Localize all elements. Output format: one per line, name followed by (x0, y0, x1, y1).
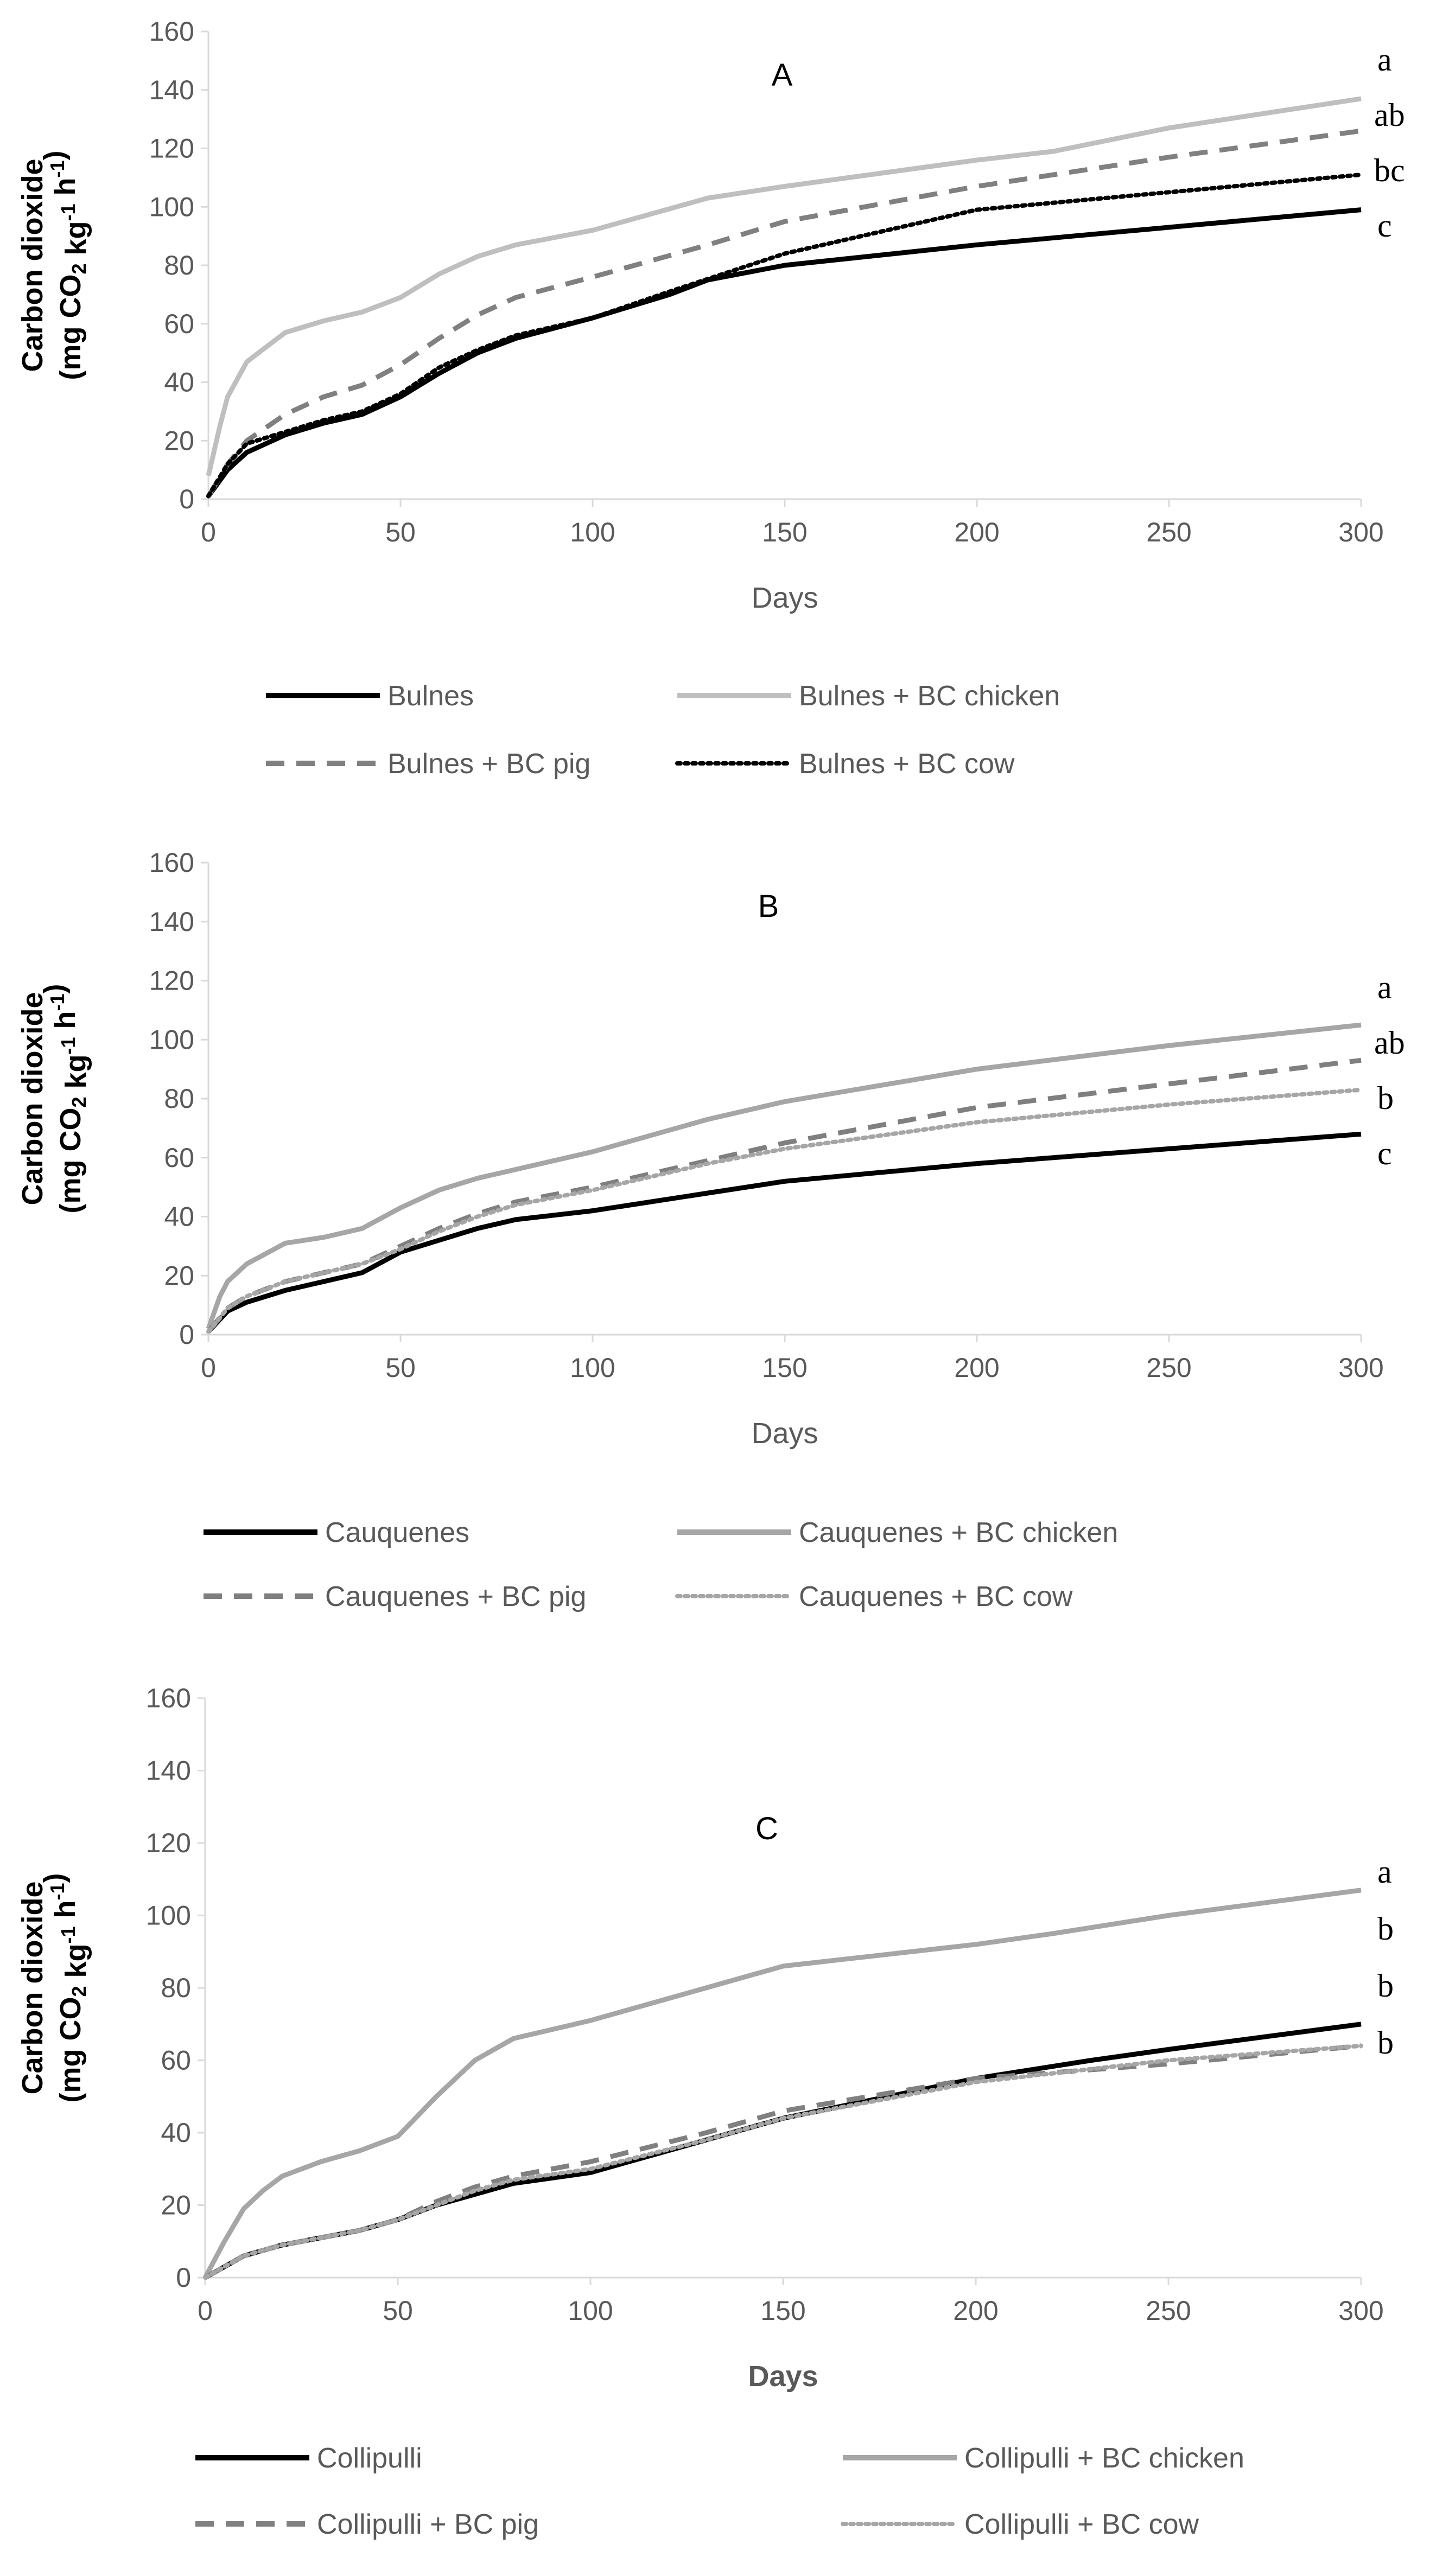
y-tick-label: 100 (146, 1901, 191, 1931)
significance-label: a (1377, 42, 1392, 78)
y-axis-label-line1: Carbon dioxide (16, 992, 49, 1205)
y-tick-label: 160 (149, 847, 194, 878)
y-tick-label: 40 (161, 2118, 191, 2148)
legend-label: Bulnes (387, 680, 474, 712)
x-axis-label: Days (751, 1417, 818, 1450)
legend-label: Cauquenes (325, 1517, 469, 1548)
x-tick-label: 200 (954, 517, 999, 547)
x-tick-label: 300 (1338, 517, 1383, 547)
significance-label: ab (1374, 1025, 1405, 1061)
y-tick-label: 20 (161, 2190, 191, 2221)
panel-title: B (758, 889, 779, 924)
x-tick-label: 50 (383, 2296, 413, 2326)
y-axis-label-line2: (mg CO2 kg-1 h-1) (38, 1873, 92, 2102)
y-tick-label: 140 (149, 75, 194, 105)
significance-label: a (1377, 970, 1392, 1005)
significance-label: a (1377, 1854, 1392, 1890)
series-line-bulnes (206, 207, 1362, 498)
legend-label: Bulnes + BC cow (799, 748, 1015, 780)
x-tick-label: 100 (570, 517, 615, 547)
legend-label: Collipulli (317, 2443, 422, 2474)
x-tick-label: 250 (1146, 2296, 1191, 2326)
panel-title: A (772, 58, 793, 93)
legend-label: Cauquenes + BC cow (799, 1581, 1073, 1612)
y-tick-label: 120 (146, 1828, 191, 1858)
series-line-collipulli-bc-pig (204, 2043, 1362, 2280)
y-tick-label: 20 (164, 425, 194, 456)
series-line-bulnes-bc-chicken (206, 96, 1362, 476)
y-tick-label: 100 (149, 1024, 194, 1055)
series-line-cauquenes-bc-chicken (206, 1022, 1362, 1330)
y-tick-label: 120 (149, 966, 194, 996)
y-tick-label: 40 (164, 367, 194, 398)
x-tick-label: 0 (201, 517, 216, 547)
x-tick-label: 200 (954, 1353, 999, 1383)
significance-label: b (1377, 1911, 1394, 1947)
significance-label: ab (1374, 97, 1405, 133)
significance-label: b (1377, 2025, 1394, 2061)
y-tick-label: 80 (161, 1973, 191, 2003)
y-tick-label: 140 (149, 907, 194, 937)
chart-panel-C: 0 20 40 60 80 100 120 140 160 0 50 100 150 200 250 300 D… (16, 1683, 1394, 2540)
y-tick-label: 0 (179, 484, 194, 514)
series-line-bulnes-bc-cow (206, 173, 1363, 499)
y-axis-label-line1: Carbon dioxide (16, 1881, 49, 2094)
significance-label: bc (1374, 152, 1405, 188)
y-tick-label: 160 (149, 16, 194, 47)
x-tick-label: 100 (570, 1353, 615, 1383)
x-tick-label: 200 (953, 2296, 998, 2326)
legend-label: Collipulli + BC cow (964, 2509, 1199, 2540)
legend-label: Collipulli + BC pig (317, 2509, 539, 2540)
y-tick-label: 160 (146, 1683, 191, 1713)
x-tick-label: 0 (198, 2296, 213, 2326)
significance-label: c (1377, 1136, 1392, 1171)
x-tick-label: 300 (1338, 2296, 1383, 2326)
x-tick-label: 100 (568, 2296, 613, 2326)
legend-label: Bulnes + BC pig (387, 748, 590, 780)
legend-label: Collipulli + BC chicken (964, 2443, 1244, 2474)
y-tick-label: 140 (146, 1756, 191, 1786)
panel-title: C (755, 1811, 778, 1846)
y-tick-label: 120 (149, 133, 194, 164)
significance-label: b (1377, 1968, 1394, 2004)
x-tick-label: 0 (201, 1353, 216, 1383)
x-tick-label: 250 (1146, 517, 1191, 547)
y-axis-label-line2: (mg CO2 kg-1 h-1) (38, 150, 92, 380)
chart-panel-A: 0 20 40 60 80 100 120 140 160 0 50 100 150 200 250 300 D… (16, 16, 1405, 780)
legend-label: Cauquenes + BC chicken (799, 1517, 1118, 1548)
significance-label: c (1377, 208, 1392, 244)
x-tick-label: 50 (385, 1353, 416, 1383)
x-tick-label: 150 (760, 2296, 805, 2326)
chart-panel-B: 0 20 40 60 80 100 120 140 160 0 50 100 150 200 250 300 D… (16, 847, 1405, 1612)
y-tick-label: 60 (161, 2045, 191, 2076)
y-tick-label: 60 (164, 1143, 194, 1173)
x-tick-label: 300 (1338, 1353, 1383, 1383)
y-tick-label: 0 (179, 1319, 194, 1350)
x-tick-label: 150 (762, 1353, 807, 1383)
series-line-cauquenes-bc-cow (206, 1087, 1363, 1334)
y-tick-label: 80 (164, 250, 194, 280)
significance-label: b (1377, 1080, 1394, 1116)
series-line-collipulli-bc-chicken (203, 1888, 1362, 2279)
y-tick-label: 0 (176, 2262, 191, 2293)
legend-label: Cauquenes + BC pig (325, 1581, 586, 1612)
y-axis-label-line2: (mg CO2 kg-1 h-1) (38, 984, 92, 1213)
y-tick-label: 40 (164, 1202, 194, 1232)
legend-label: Bulnes + BC chicken (799, 680, 1060, 712)
series-line-cauquenes (206, 1131, 1362, 1334)
y-tick-label: 100 (149, 192, 194, 222)
y-tick-label: 80 (164, 1083, 194, 1114)
x-axis-label: Days (748, 2360, 818, 2393)
series-line-collipulli-bc-cow (203, 2043, 1363, 2280)
y-axis-label-line1: Carbon dioxide (16, 158, 49, 372)
y-tick-label: 20 (164, 1260, 194, 1291)
y-tick-label: 60 (164, 309, 194, 339)
x-tick-label: 50 (385, 517, 416, 547)
x-tick-label: 150 (762, 517, 807, 547)
x-tick-label: 250 (1146, 1353, 1191, 1383)
x-axis-label: Days (751, 582, 818, 614)
series-line-bulnes-bc-pig (206, 128, 1362, 498)
